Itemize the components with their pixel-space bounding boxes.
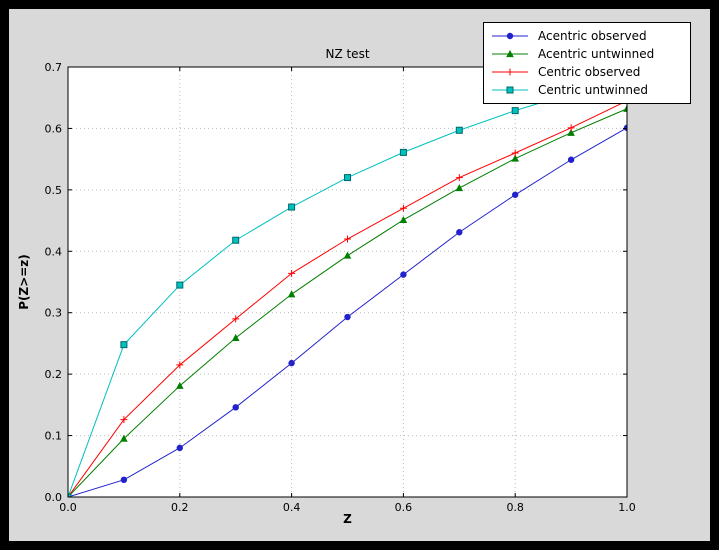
series-layer [68,73,627,497]
marker-triangle [506,50,514,58]
marker-circle [456,229,463,236]
marker-square [288,203,296,211]
legend-item: Centric observed [490,63,684,81]
axes-background [68,67,627,497]
series-centric-observed [68,97,627,497]
marker-plus [288,269,296,277]
x-tick-label: 1.0 [618,501,636,514]
marker-circle [120,476,128,483]
marker-circle [176,444,183,452]
marker-triangle [455,184,464,192]
axes-spine [67,66,628,498]
marker-square [506,86,514,94]
marker-circle [506,32,514,40]
marker-plus [506,68,514,76]
series-acentric-untwinned [68,104,627,497]
x-tick-label: 0.6 [395,501,413,514]
marker-square [511,107,519,115]
marker-square [232,236,240,244]
y-tick-label: 0.0 [45,491,63,504]
y-tick-label: 0.7 [45,61,63,74]
marker-square [176,281,184,289]
marker-circle [232,404,239,411]
legend-label: Centric untwinned [538,83,649,97]
marker-plus [567,124,575,132]
marker-triangle [511,154,519,162]
marker-triangle [287,290,296,298]
y-tick-label: 0.4 [45,245,63,258]
marker-circle [512,191,519,198]
legend-sample [492,32,528,40]
legend-sample [492,68,528,76]
marker-square [68,493,72,497]
y-tick-label: 0.6 [45,122,63,135]
y-tick-label: 0.5 [45,184,63,197]
chart-title: NZ test [325,47,369,61]
marker-plus [511,149,519,157]
legend-item: Acentric observed [490,27,684,45]
marker-triangle [567,128,575,136]
marker-square [455,126,463,134]
y-axis-label: P(Z>=z) [17,254,31,310]
tick-layer: 0.0 0.2 0.4 0.6 0.8 1.0 0.0 0.1 0.2 0.3 0.4 0.5 0.6 0… [45,61,636,514]
marker-plus [120,416,128,424]
legend-item: Acentric untwinned [490,45,684,63]
marker-triangle [343,251,352,259]
marker-circle [567,156,575,163]
marker-square [344,174,351,182]
marker-triangle [231,333,240,341]
marker-circle [400,271,407,278]
x-tick-label: 0.4 [283,501,301,514]
legend-sample [492,86,528,94]
marker-circle [288,359,295,367]
marker-square [120,341,128,349]
legend-label: Acentric untwinned [538,47,655,61]
legend: Acentric observed Acentric untwinned Centr… [483,22,691,104]
marker-triangle [623,104,627,112]
marker-plus [399,204,407,212]
series-acentric-observed [68,124,627,497]
legend-label: Acentric observed [538,29,647,43]
marker-triangle [399,215,408,224]
marker-circle [623,124,627,132]
y-tick-label: 0.1 [45,430,63,443]
legend-label: Centric observed [538,65,641,79]
x-axis-label: Z [343,512,352,526]
marker-plus [232,315,240,323]
marker-square [399,148,407,156]
marker-triangle [176,381,184,389]
y-tick-label: 0.3 [45,307,63,320]
legend-sample [492,50,528,58]
marker-plus [344,235,351,243]
y-tick-label: 0.2 [45,368,63,381]
marker-triangle [120,434,128,442]
marker-plus [455,174,463,182]
x-tick-label: 0.0 [59,501,77,514]
x-tick-label: 0.8 [506,501,524,514]
marker-plus [176,361,184,369]
legend-item: Centric untwinned [490,81,684,99]
marker-circle [344,313,351,321]
x-tick-label: 0.2 [171,501,189,514]
